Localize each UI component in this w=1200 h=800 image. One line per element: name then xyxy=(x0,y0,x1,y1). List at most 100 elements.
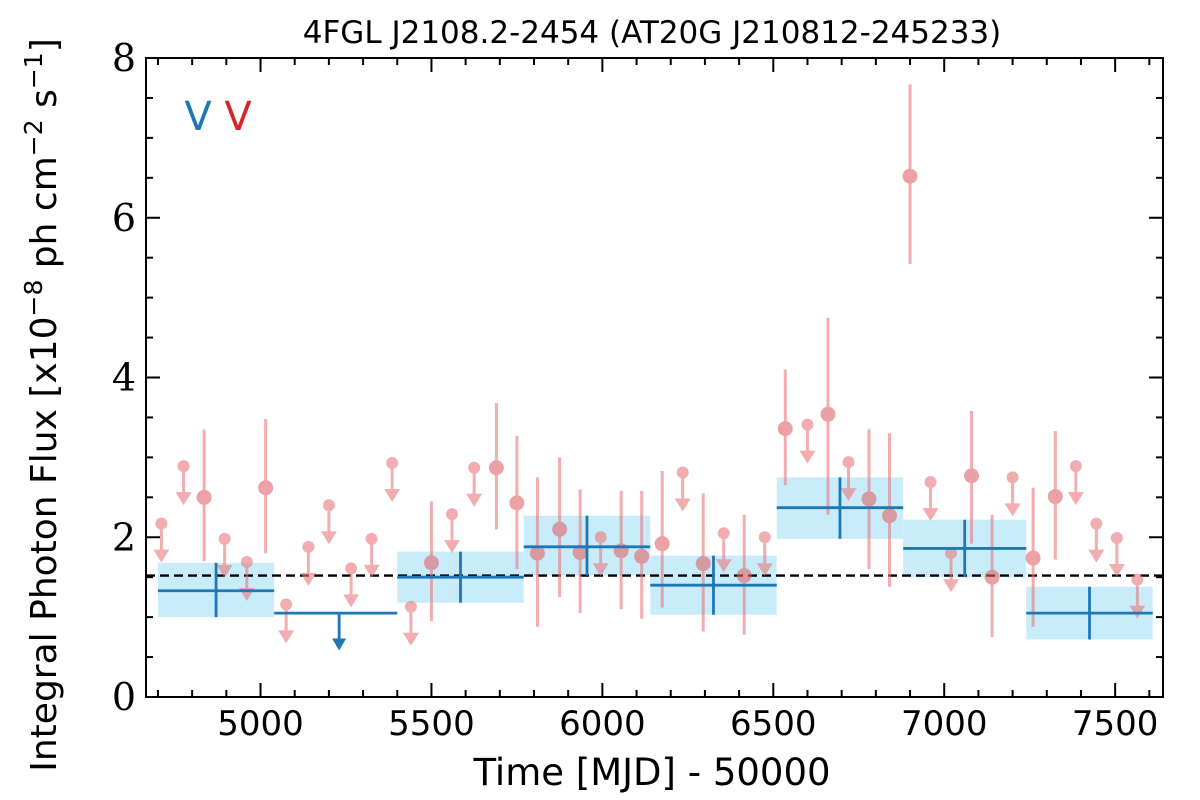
x-tick-label: 5000 xyxy=(217,704,304,744)
fine-marker xyxy=(572,544,588,560)
x-tick-label: 7500 xyxy=(1072,704,1159,744)
fine-point-35 xyxy=(882,433,898,587)
fine-point-28 xyxy=(736,514,752,635)
fine-point-10 xyxy=(363,532,380,578)
fine-point-27 xyxy=(715,527,732,573)
fine-point-11 xyxy=(384,456,401,502)
fine-ul-cap xyxy=(322,499,335,512)
fine-point-22 xyxy=(613,490,629,610)
fine-ul-cap xyxy=(280,598,293,611)
fine-point-16 xyxy=(488,403,504,530)
coarse-bin-5 xyxy=(776,477,904,539)
x-tick-label: 7000 xyxy=(901,704,988,744)
fine-point-15 xyxy=(466,461,483,507)
fine-point-34 xyxy=(861,429,877,570)
fine-point-2 xyxy=(196,429,212,562)
fine-marker xyxy=(984,569,1000,585)
fine-point-1 xyxy=(175,460,192,506)
fine-ul-arrow xyxy=(1088,549,1105,563)
fine-ul-cap xyxy=(801,418,814,431)
fine-marker xyxy=(529,545,545,561)
fine-point-39 xyxy=(964,411,980,544)
fine-point-3 xyxy=(216,532,233,578)
fine-ul-arrow xyxy=(153,549,170,563)
fine-marker xyxy=(777,421,793,437)
fine-point-21 xyxy=(592,531,609,577)
fine-point-6 xyxy=(278,598,295,644)
fine-marker xyxy=(902,168,918,184)
fine-point-26 xyxy=(695,493,711,632)
fine-point-33 xyxy=(840,456,857,502)
fine-ul-cap xyxy=(218,532,231,545)
x-axis-label: Time [MJD] - 50000 xyxy=(472,751,830,794)
fine-point-18 xyxy=(529,477,545,627)
fine-point-17 xyxy=(509,435,525,570)
fine-ul-cap xyxy=(1069,460,1082,473)
fine-point-37 xyxy=(922,476,939,522)
fine-ul-cap xyxy=(676,466,689,479)
x-tick-labels: 5000 5500 6000 6500 7000 7500 xyxy=(217,704,1158,744)
x-tick-label: 5500 xyxy=(388,704,475,744)
y-tick-label: 2 xyxy=(112,515,136,559)
fine-point-32 xyxy=(820,317,836,515)
fine-point-12 xyxy=(402,600,419,646)
coarse-bin-1 xyxy=(274,611,398,651)
coarse-bin-4 xyxy=(650,555,777,615)
fine-point-43 xyxy=(1047,431,1063,560)
chart-title: 4FGL J2108.2-2454 (AT20G J210812-245233) xyxy=(303,15,1002,51)
fine-marker xyxy=(552,521,568,537)
fine-marker xyxy=(423,555,439,571)
fine-ul-cap xyxy=(1006,471,1019,484)
fine-point-0 xyxy=(153,517,170,563)
fine-point-9 xyxy=(343,562,360,608)
fine-ul-cap xyxy=(1131,573,1144,586)
fine-ul-cap xyxy=(177,460,190,473)
fine-ul-arrow xyxy=(443,540,460,554)
fine-ul-arrow xyxy=(278,630,295,644)
legend-entry-fine: V xyxy=(224,94,252,140)
fine-ul-arrow xyxy=(343,594,360,608)
coarse-bin-6 xyxy=(903,519,1027,578)
fine-ul-arrow xyxy=(1067,492,1084,506)
fine-ul-arrow xyxy=(1108,564,1125,578)
fine-marker xyxy=(634,548,650,564)
fine-ul-cap xyxy=(468,461,481,474)
fine-ul-cap xyxy=(302,540,315,553)
coarse-ul-arrow xyxy=(332,638,347,651)
fine-point-25 xyxy=(674,466,691,512)
fine-marker xyxy=(861,491,877,507)
fine-ul-arrow xyxy=(300,572,317,586)
fine-ul-cap xyxy=(445,508,458,521)
fine-ul-cap xyxy=(1090,517,1103,530)
fine-ul-arrow xyxy=(363,564,380,578)
fine-marker xyxy=(736,568,752,584)
fine-point-29 xyxy=(756,531,773,577)
fine-ul-arrow xyxy=(943,579,960,593)
fine-point-41 xyxy=(1004,471,1021,517)
y-axis-label: Integral Photon Flux [x10−8 ph cm−2 s−1] xyxy=(19,38,66,772)
axis-ticks xyxy=(146,57,1163,698)
fine-marker xyxy=(882,508,898,524)
fine-ul-arrow xyxy=(216,564,233,578)
fine-ul-arrow xyxy=(799,450,816,464)
fine-point-14 xyxy=(443,508,460,554)
fine-point-42 xyxy=(1025,487,1041,627)
fine-point-30 xyxy=(777,369,793,486)
fine-ul-arrow xyxy=(840,488,857,502)
fine-marker xyxy=(820,406,836,422)
fine-marker xyxy=(258,480,274,496)
fine-ul-arrow xyxy=(715,559,732,573)
legend: V V xyxy=(184,94,252,140)
fine-point-23 xyxy=(634,490,650,619)
fine-ul-arrow xyxy=(922,508,939,522)
fine-point-36 xyxy=(902,84,918,265)
coarse-bin-0 xyxy=(157,562,275,618)
fine-ul-arrow xyxy=(320,531,337,545)
y-tick-label: 0 xyxy=(112,675,136,719)
fine-point-45 xyxy=(1088,517,1105,563)
fine-marker xyxy=(654,536,670,552)
x-tick-label: 6500 xyxy=(730,704,817,744)
coarse-bin-7 xyxy=(1026,586,1153,640)
fine-ul-arrow xyxy=(1004,503,1021,517)
fine-point-46 xyxy=(1108,532,1125,578)
